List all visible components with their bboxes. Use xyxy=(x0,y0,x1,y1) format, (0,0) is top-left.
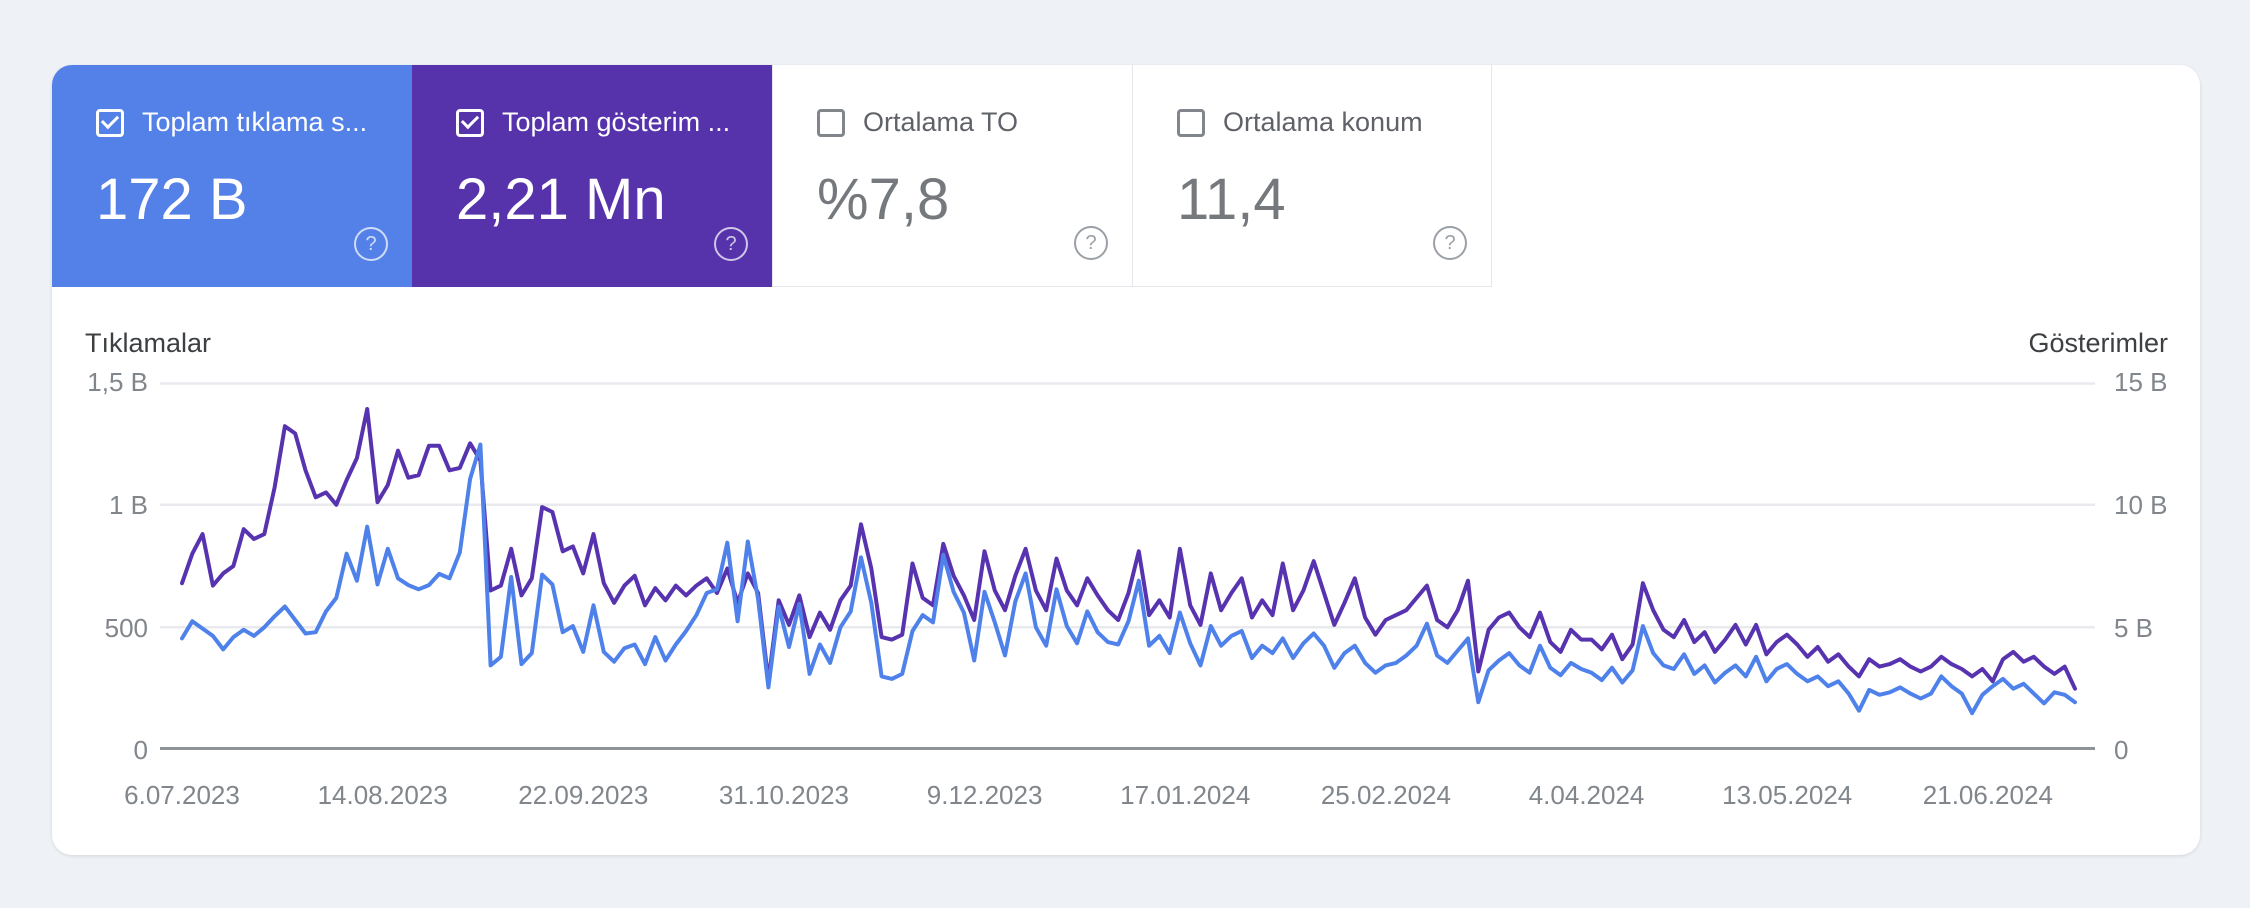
total-impressions-label: Toplam gösterim ... xyxy=(502,107,731,137)
average-ctr-checkbox[interactable] xyxy=(817,108,845,137)
date-label-8: 13.05.2024 xyxy=(1722,780,1853,810)
card-total-clicks[interactable]: Toplam tıklama s... 172 B ? xyxy=(52,65,412,287)
left-axis-title: Tıklamalar xyxy=(85,328,212,358)
left-tick-3: 0 xyxy=(133,735,148,765)
left-tick-0: 1,5 B xyxy=(87,367,148,397)
total-clicks-label: Toplam tıklama s... xyxy=(142,107,368,137)
total-impressions-value: 2,21 Mn xyxy=(456,167,666,232)
card-total-clicks-head: Toplam tıklama s... xyxy=(96,107,412,138)
right-axis-title: Gösterimler xyxy=(2028,328,2168,358)
left-tick-2: 500 xyxy=(104,613,148,643)
average-position-checkbox[interactable] xyxy=(1177,108,1205,137)
performance-panel: Toplam tıklama s... 172 B ? Toplam göste… xyxy=(52,65,2200,855)
average-ctr-value: %7,8 xyxy=(817,167,950,232)
card-average-ctr[interactable]: Ortalama TO %7,8 ? xyxy=(772,65,1132,287)
date-label-3: 31.10.2023 xyxy=(718,780,850,810)
card-average-position[interactable]: Ortalama konum 11,4 ? xyxy=(1132,65,1492,287)
date-label-6: 25.02.2024 xyxy=(1320,780,1451,810)
total-impressions-checkbox[interactable] xyxy=(456,108,484,137)
average-position-value: 11,4 xyxy=(1177,167,1286,232)
date-label-9: 21.06.2024 xyxy=(1922,780,2053,810)
card-average-ctr-head: Ortalama TO xyxy=(817,107,1132,138)
help-icon[interactable]: ? xyxy=(714,227,748,261)
help-icon[interactable]: ? xyxy=(354,227,388,261)
chart-plot-area[interactable] xyxy=(160,382,2095,750)
right-tick-1: 10 B xyxy=(2114,490,2168,520)
card-total-impressions[interactable]: Toplam gösterim ... 2,21 Mn ? xyxy=(412,65,772,287)
right-tick-3: 0 xyxy=(2114,735,2129,765)
card-total-impressions-head: Toplam gösterim ... xyxy=(456,107,772,138)
date-label-1: 14.08.2023 xyxy=(317,780,448,810)
metric-cards-row: Toplam tıklama s... 172 B ? Toplam göste… xyxy=(52,65,2200,287)
x-axis-date-labels: 6.07.2023 14.08.2023 22.09.2023 31.10.2023 9… xyxy=(124,780,2095,810)
date-label-0: 6.07.2023 xyxy=(124,780,240,810)
total-clicks-value: 172 B xyxy=(96,167,248,232)
right-tick-2: 5 B xyxy=(2114,613,2154,643)
average-position-label: Ortalama konum xyxy=(1223,107,1423,137)
card-average-position-head: Ortalama konum xyxy=(1177,107,1491,138)
date-label-2: 22.09.2023 xyxy=(518,780,649,810)
date-label-5: 17.01.2024 xyxy=(1120,780,1251,810)
date-label-7: 4.04.2024 xyxy=(1528,780,1645,810)
impressions-line xyxy=(180,407,2077,691)
performance-chart: Tıklamalar Gösterimler 1,5 B 1 B 500 0 15 B… xyxy=(52,287,2200,855)
average-ctr-label: Ortalama TO xyxy=(863,107,1019,137)
right-tick-0: 15 B xyxy=(2114,367,2168,397)
help-icon[interactable]: ? xyxy=(1433,226,1467,260)
clicks-line xyxy=(180,442,2077,716)
left-tick-1: 1 B xyxy=(108,490,148,520)
date-label-4: 9.12.2023 xyxy=(926,780,1043,810)
total-clicks-checkbox[interactable] xyxy=(96,108,124,137)
help-icon[interactable]: ? xyxy=(1074,226,1108,260)
